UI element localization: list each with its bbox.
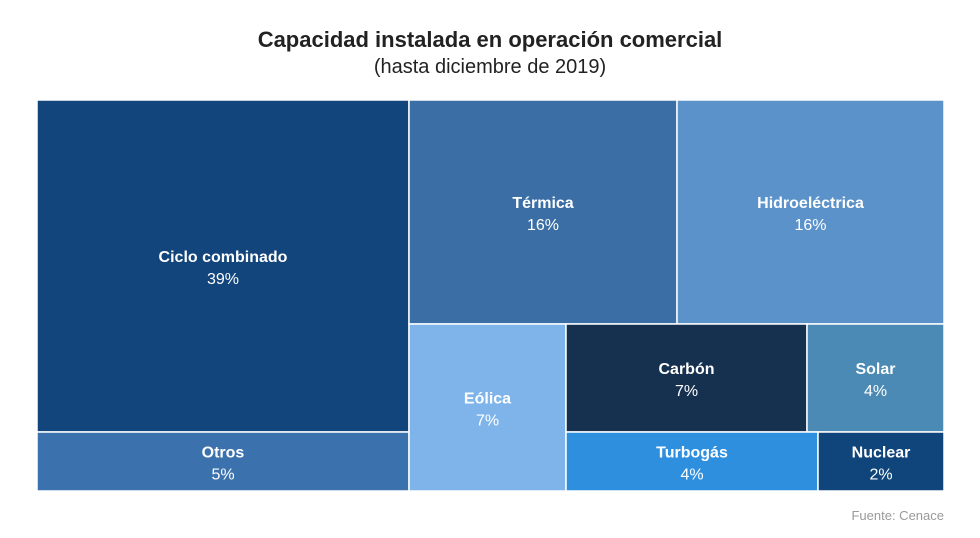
tile-value-otros: 5% <box>211 467 234 484</box>
tile-label-termica: Térmica <box>512 195 573 212</box>
tile-label-solar: Solar <box>855 361 895 378</box>
tile-value-turbogas: 4% <box>680 467 703 484</box>
tile-label-carbon: Carbón <box>659 361 715 378</box>
tile-label-turbogas: Turbogás <box>656 445 728 462</box>
tile-nuclear <box>817 431 945 492</box>
tile-label-eolica: Eólica <box>464 391 511 408</box>
tile-solar <box>806 323 945 433</box>
tile-ciclo-combinado <box>36 99 410 433</box>
tile-label-hidroelectrica: Hidroeléctrica <box>757 195 864 212</box>
chart-subtitle: (hasta diciembre de 2019) <box>373 56 607 78</box>
source-note: Fuente: Cenace <box>851 508 944 523</box>
tile-label-otros: Otros <box>202 445 245 462</box>
tile-label-ciclo-combinado: Ciclo combinado <box>159 249 288 266</box>
tile-value-hidroelectrica: 16% <box>794 217 826 234</box>
tile-label-nuclear: Nuclear <box>852 445 911 462</box>
tile-value-ciclo-combinado: 39% <box>207 271 239 288</box>
tile-otros <box>36 431 410 492</box>
tile-value-solar: 4% <box>864 383 887 400</box>
tile-value-eolica: 7% <box>476 413 499 430</box>
tile-value-termica: 16% <box>527 217 559 234</box>
tile-carbon <box>565 323 808 433</box>
chart-title: Capacidad instalada en operación comerci… <box>257 27 723 52</box>
tile-value-nuclear: 2% <box>869 467 892 484</box>
tile-hidroelectrica <box>676 99 945 325</box>
tile-eolica <box>408 323 567 492</box>
tile-value-carbon: 7% <box>675 383 698 400</box>
tile-termica <box>408 99 678 325</box>
